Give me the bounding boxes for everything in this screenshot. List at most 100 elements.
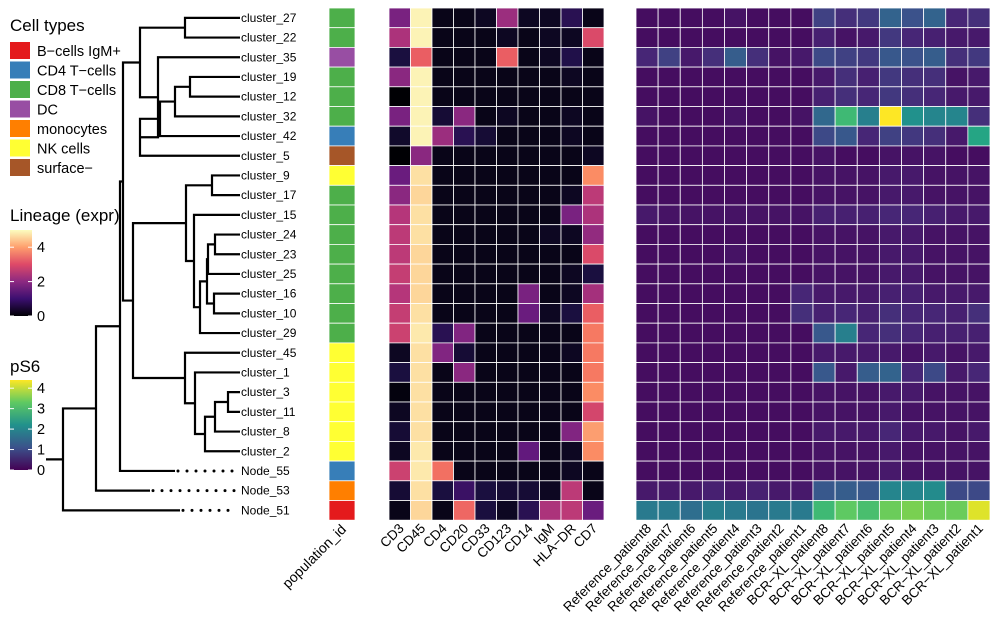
lineage-cell <box>474 204 497 226</box>
lineage-cell <box>517 7 540 29</box>
dendrogram-dot <box>196 489 200 493</box>
ps6-cell <box>746 381 770 403</box>
dendrogram-dot <box>221 469 225 473</box>
lineage-cell <box>388 362 411 383</box>
lineage-cell <box>431 440 454 462</box>
lineage-cell <box>453 204 476 226</box>
lineage-cell <box>431 263 454 285</box>
lineage-cell <box>582 145 605 166</box>
ps6-cell <box>657 243 681 265</box>
ps6-cell <box>923 125 947 147</box>
dendrogram-branch <box>206 243 240 276</box>
ps6-cell <box>724 440 748 462</box>
population-id-cell <box>328 7 356 29</box>
lineage-cell <box>496 322 519 344</box>
lineage-cell <box>388 381 411 403</box>
ps6-cell <box>878 480 902 501</box>
ps6-cell <box>679 480 703 501</box>
cell-type-label: surface− <box>37 161 93 177</box>
ps6-cell <box>878 283 902 304</box>
ps6-cell <box>768 283 792 304</box>
ps6-cell <box>768 86 792 107</box>
ps6-cell <box>945 243 969 265</box>
ps6-cell <box>923 440 947 462</box>
lineage-cell <box>517 165 540 186</box>
lineage-cell <box>539 86 562 107</box>
dendrogram-dot <box>226 508 230 512</box>
dendrogram-branch <box>193 371 240 436</box>
lineage-cell <box>388 500 411 521</box>
ps6-cell <box>746 342 770 363</box>
lineage-cell <box>410 421 433 442</box>
row-label: cluster_8 <box>241 425 290 439</box>
ps6-cell <box>945 460 969 482</box>
row-label: cluster_2 <box>241 444 290 458</box>
ps6-cell <box>967 125 991 147</box>
ps6-cell <box>856 283 880 304</box>
lineage-cell <box>474 7 497 29</box>
ps6-cell <box>901 342 925 363</box>
lineage-cell <box>474 322 497 344</box>
lineage-cell <box>539 145 562 166</box>
ps6-cell <box>701 125 725 147</box>
ps6-cell <box>834 106 858 127</box>
lineage-cell <box>496 362 519 383</box>
ps6-cell <box>945 145 969 166</box>
lineage-cell <box>410 500 433 521</box>
population-id-cell <box>328 224 356 245</box>
ps6-cell <box>812 106 836 127</box>
lineage-cell <box>453 401 476 423</box>
ps6-cell <box>768 165 792 186</box>
ps6-heatmap <box>635 7 991 521</box>
ps6-cell <box>812 224 836 245</box>
population-id-cell <box>328 421 356 442</box>
ps6-cell <box>923 342 947 363</box>
lineage-marker-label: CD7 <box>571 521 601 551</box>
ps6-cell <box>945 303 969 324</box>
ps6-cell <box>901 440 925 462</box>
row-labels: cluster_27 cluster_22 cluster_35 cluster_19… <box>241 11 297 517</box>
lineage-cell <box>431 362 454 383</box>
ps6-cell <box>657 303 681 324</box>
ps6-cell <box>945 322 969 344</box>
cell-type-label: CD8 T−cells <box>37 83 116 99</box>
lineage-cell <box>560 243 583 265</box>
lineage-cell <box>388 440 411 462</box>
ps6-cell <box>635 224 659 245</box>
lineage-cell <box>582 283 605 304</box>
lineage-cell <box>560 145 583 166</box>
ps6-cell <box>790 106 814 127</box>
lineage-cell <box>496 145 519 166</box>
ps6-cell <box>679 66 703 88</box>
lineage-cell <box>582 165 605 186</box>
population-id-cell <box>328 106 356 127</box>
ps6-cell <box>923 145 947 166</box>
ps6-cell <box>967 362 991 383</box>
ps6-cell <box>679 322 703 344</box>
ps6-cell <box>768 243 792 265</box>
lineage-cell <box>582 86 605 107</box>
ps6-legend-title: pS6 <box>10 357 40 376</box>
ps6-cell <box>635 322 659 344</box>
ps6-cell <box>679 243 703 265</box>
ps6-cell <box>967 47 991 68</box>
lineage-cell <box>474 500 497 521</box>
ps6-cell <box>679 86 703 107</box>
lineage-cell <box>539 47 562 68</box>
ps6-cell <box>834 500 858 521</box>
lineage-cell <box>474 421 497 442</box>
ps6-cell <box>679 460 703 482</box>
lineage-cell <box>388 421 411 442</box>
ps6-cell <box>856 440 880 462</box>
ps6-cell <box>790 303 814 324</box>
ps6-cell <box>901 165 925 186</box>
ps6-cell <box>812 342 836 363</box>
lineage-cell <box>517 106 540 127</box>
lineage-cell <box>496 243 519 265</box>
lineage-cell <box>474 263 497 285</box>
lineage-cell <box>410 184 433 206</box>
ps6-cell <box>856 184 880 206</box>
ps6-cell <box>878 362 902 383</box>
lineage-cell <box>474 66 497 88</box>
lineage-cell <box>496 283 519 304</box>
